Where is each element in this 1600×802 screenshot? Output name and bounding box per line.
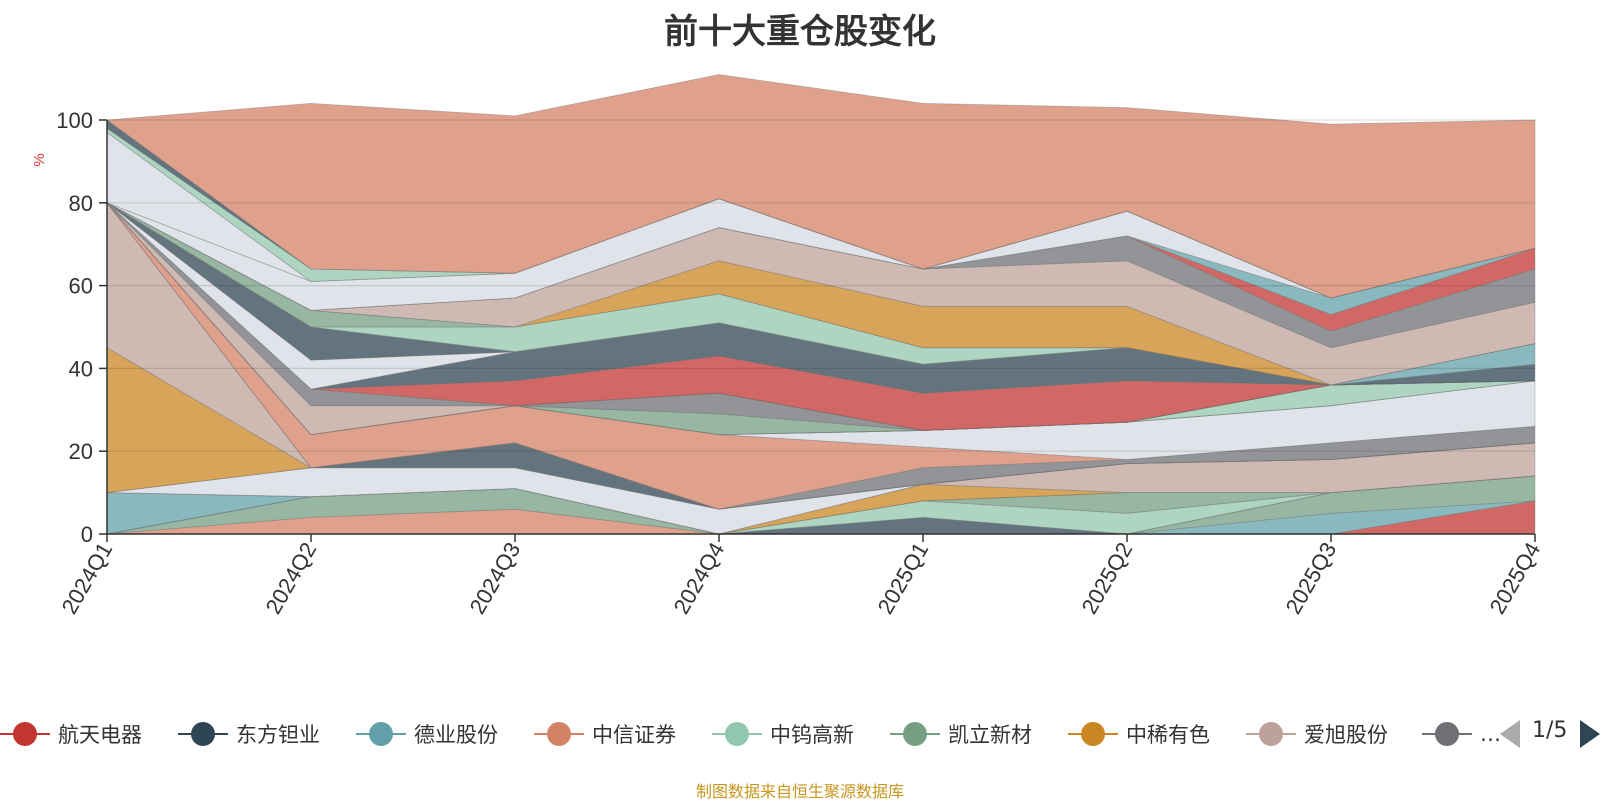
legend-pager: 1/5 bbox=[1500, 716, 1600, 752]
legend-marker-icon bbox=[534, 722, 584, 746]
legend-label: 航天电器 bbox=[58, 723, 142, 747]
x-tick-label: 2024Q4 bbox=[669, 538, 730, 618]
y-tick-label: 60 bbox=[69, 274, 93, 299]
legend-item-0[interactable]: 航天电器 bbox=[0, 716, 142, 752]
x-tick-label: 2024Q2 bbox=[261, 538, 322, 618]
legend-prev-button[interactable] bbox=[1500, 720, 1520, 748]
y-tick-label: 20 bbox=[69, 439, 93, 464]
legend-label: 中稀有色 bbox=[1126, 723, 1210, 747]
legend-label: 中信证券 bbox=[592, 723, 676, 747]
y-tick-label: 100 bbox=[56, 108, 93, 133]
legend-label: 爱旭股份 bbox=[1304, 723, 1388, 747]
legend-marker-icon bbox=[0, 722, 50, 746]
legend-marker-icon bbox=[178, 722, 228, 746]
legend-page-indicator: 1/5 bbox=[1532, 718, 1568, 743]
x-tick-label: 2025Q3 bbox=[1281, 538, 1342, 618]
legend-item-1[interactable]: 东方钽业 bbox=[178, 716, 320, 752]
legend-item-7[interactable]: 爱旭股份 bbox=[1246, 716, 1388, 752]
area-series bbox=[105, 74, 1536, 535]
y-tick-label: 40 bbox=[69, 356, 93, 381]
legend-marker-icon bbox=[1068, 722, 1118, 746]
area-series-41 bbox=[105, 74, 1536, 299]
legend-marker-icon bbox=[1246, 722, 1296, 746]
legend-item-4[interactable]: 中钨高新 bbox=[712, 716, 854, 752]
legend: 航天电器 东方钽业 德业股份 中信证券 中钨高新 凯立新材 中稀有色 爱旭股份 … bbox=[0, 716, 1508, 752]
x-tick-label: 2025Q4 bbox=[1485, 538, 1546, 618]
area-series-29 bbox=[106, 202, 1536, 386]
legend-marker-icon bbox=[890, 722, 940, 746]
legend-marker-icon bbox=[1422, 722, 1472, 746]
y-axis-label: % bbox=[31, 153, 48, 166]
legend-item-5[interactable]: 凯立新材 bbox=[890, 716, 1032, 752]
x-tick-label: 2024Q1 bbox=[57, 538, 118, 618]
legend-next-button[interactable] bbox=[1580, 720, 1600, 748]
legend-label: 中钨高新 bbox=[770, 723, 854, 747]
legend-marker-icon bbox=[712, 722, 762, 746]
legend-label: … bbox=[1480, 722, 1501, 746]
legend-label: 德业股份 bbox=[414, 723, 498, 747]
legend-marker-icon bbox=[356, 722, 406, 746]
x-tick-label: 2024Q3 bbox=[465, 538, 526, 618]
legend-item-2[interactable]: 德业股份 bbox=[356, 716, 498, 752]
x-tick-label: 2025Q1 bbox=[873, 538, 934, 618]
y-tick-label: 0 bbox=[81, 522, 93, 547]
legend-item-3[interactable]: 中信证券 bbox=[534, 716, 676, 752]
legend-item-8[interactable]: … bbox=[1422, 716, 1501, 752]
x-tick-label: 2025Q2 bbox=[1077, 538, 1138, 618]
chart-title: 前十大重仓股变化 bbox=[664, 12, 936, 52]
data-source-footer: 制图数据来自恒生聚源数据库 bbox=[695, 782, 904, 801]
legend-item-6[interactable]: 中稀有色 bbox=[1068, 716, 1210, 752]
legend-label: 凯立新材 bbox=[948, 723, 1032, 747]
area-series-28 bbox=[106, 202, 1536, 386]
y-tick-label: 80 bbox=[69, 191, 93, 216]
legend-label: 东方钽业 bbox=[236, 723, 320, 747]
